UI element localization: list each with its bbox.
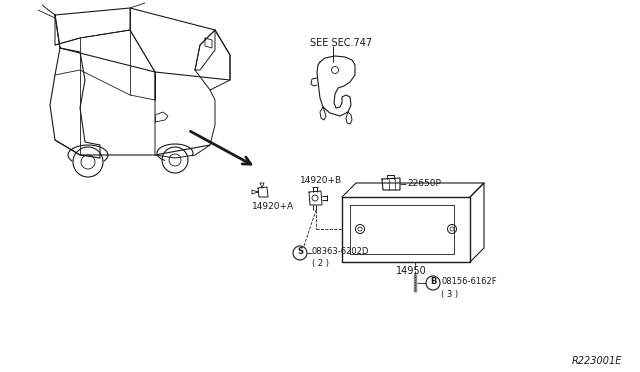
- Text: R223001E: R223001E: [572, 356, 622, 366]
- Text: SEE SEC.747: SEE SEC.747: [310, 38, 372, 48]
- Text: 08156-6162F: 08156-6162F: [441, 278, 497, 286]
- Text: ( 3 ): ( 3 ): [441, 290, 458, 299]
- Text: B: B: [430, 278, 436, 286]
- Text: 22650P: 22650P: [407, 179, 441, 187]
- Text: S: S: [297, 247, 303, 257]
- Text: 14920+A: 14920+A: [252, 202, 294, 211]
- Text: 14950: 14950: [396, 266, 427, 276]
- Text: 08363-6202D: 08363-6202D: [312, 247, 369, 256]
- Text: 14920+B: 14920+B: [300, 176, 342, 185]
- Text: ( 2 ): ( 2 ): [312, 259, 329, 268]
